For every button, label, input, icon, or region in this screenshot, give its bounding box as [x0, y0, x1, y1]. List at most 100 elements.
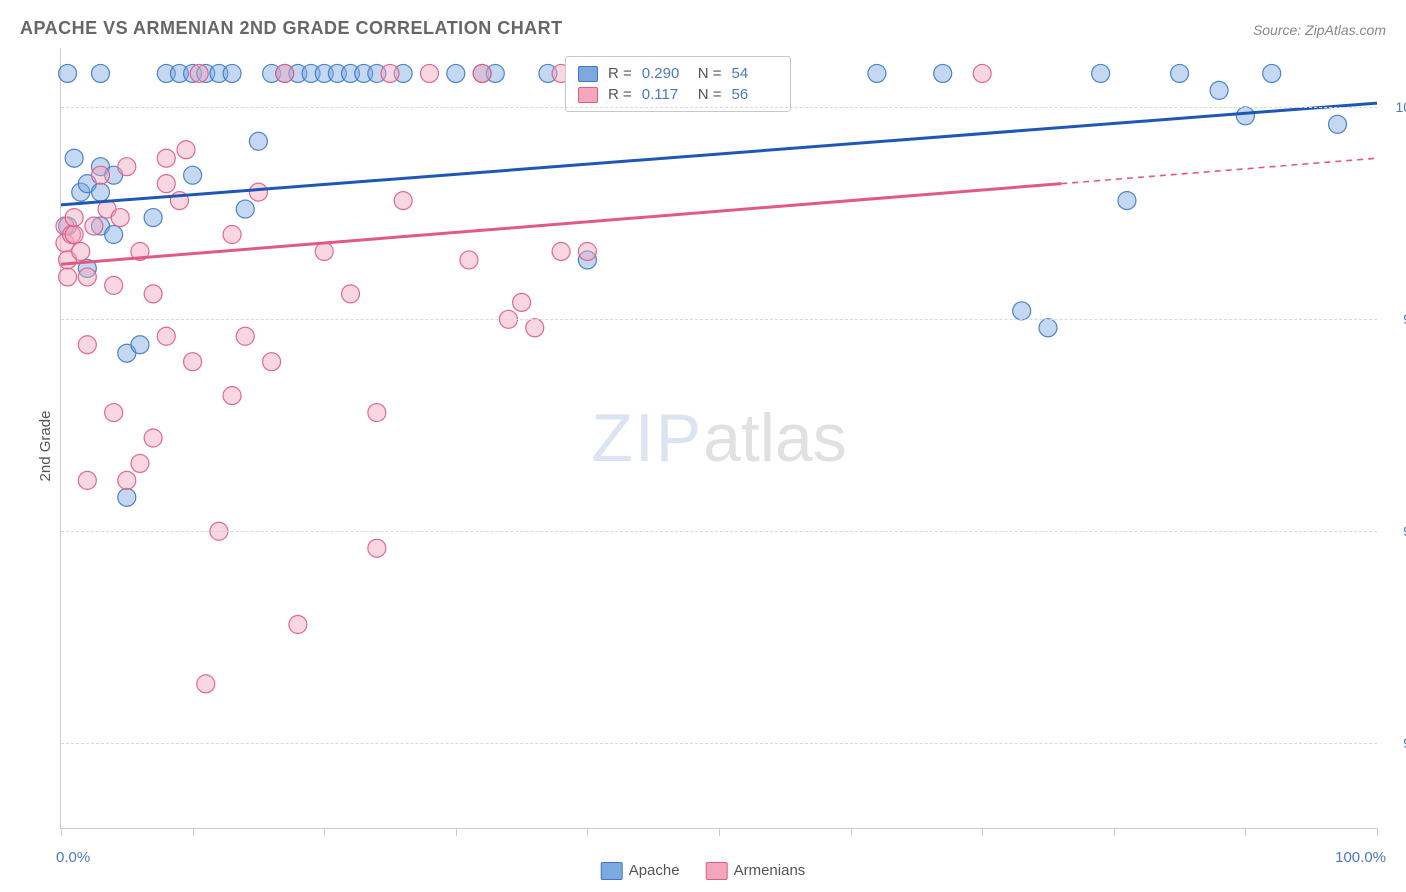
- scatter-point: [105, 226, 123, 244]
- y-tick-label: 95.0%: [1383, 523, 1406, 539]
- legend-row: R =0.290N =54: [578, 63, 778, 84]
- stats-legend: R = 0.290 N = 54 R = 0.117 N = 56: [565, 56, 791, 112]
- scatter-point: [111, 209, 129, 227]
- scatter-point: [118, 158, 136, 176]
- x-tick: [193, 828, 194, 836]
- x-tick: [324, 828, 325, 836]
- legend-r-value: 0.290: [642, 65, 688, 82]
- y-tick-label: 97.5%: [1383, 311, 1406, 327]
- series-legend-label: Apache: [629, 862, 680, 879]
- trend-line: [61, 103, 1377, 205]
- x-tick: [719, 828, 720, 836]
- scatter-point: [78, 268, 96, 286]
- scatter-point: [118, 471, 136, 489]
- scatter-point: [91, 183, 109, 201]
- scatter-point: [1092, 64, 1110, 82]
- scatter-point: [144, 429, 162, 447]
- scatter-point: [368, 539, 386, 557]
- scatter-point: [578, 242, 596, 260]
- scatter-point: [934, 64, 952, 82]
- x-axis-max-label: 100.0%: [1335, 849, 1386, 866]
- scatter-point: [460, 251, 478, 269]
- scatter-point: [78, 336, 96, 354]
- scatter-point: [59, 64, 77, 82]
- scatter-point: [381, 64, 399, 82]
- scatter-point: [420, 64, 438, 82]
- series-legend-item: Apache: [601, 862, 680, 880]
- scatter-point: [91, 64, 109, 82]
- x-tick: [982, 828, 983, 836]
- x-tick: [456, 828, 457, 836]
- legend-swatch: [578, 87, 598, 103]
- trend-line-dashed: [1061, 158, 1377, 183]
- scatter-point: [973, 64, 991, 82]
- legend-n-label: N =: [698, 86, 722, 103]
- scatter-point: [157, 149, 175, 167]
- scatter-point: [190, 64, 208, 82]
- legend-row: R = 0.117 N = 56: [578, 84, 778, 105]
- scatter-point: [1263, 64, 1281, 82]
- plot-area: ZIPatlas R =0.290N =54R =0.117N =56 92.5…: [60, 48, 1377, 829]
- legend-n-value: 54: [732, 65, 778, 82]
- scatter-point: [368, 404, 386, 422]
- scatter-point: [1171, 64, 1189, 82]
- scatter-point: [263, 353, 281, 371]
- legend-r-value: 0.117: [642, 86, 688, 103]
- chart-container: APACHE VS ARMENIAN 2ND GRADE CORRELATION…: [0, 0, 1406, 892]
- series-legend-label: Armenians: [734, 862, 806, 879]
- legend-n-value: 56: [732, 86, 778, 103]
- scatter-point: [65, 226, 83, 244]
- scatter-point: [85, 217, 103, 235]
- scatter-point: [526, 319, 544, 337]
- x-tick: [1245, 828, 1246, 836]
- scatter-point: [249, 132, 267, 150]
- scatter-point: [236, 327, 254, 345]
- x-tick: [1377, 828, 1378, 836]
- scatter-point: [236, 200, 254, 218]
- source-attribution: Source: ZipAtlas.com: [1253, 22, 1386, 38]
- plot-svg: [61, 48, 1377, 828]
- scatter-point: [118, 488, 136, 506]
- scatter-point: [868, 64, 886, 82]
- scatter-point: [144, 209, 162, 227]
- scatter-point: [1039, 319, 1057, 337]
- gridline: [61, 743, 1377, 744]
- scatter-point: [223, 387, 241, 405]
- gridline: [61, 107, 1377, 108]
- x-tick: [587, 828, 588, 836]
- legend-swatch: [601, 862, 623, 880]
- scatter-point: [131, 454, 149, 472]
- scatter-point: [131, 336, 149, 354]
- scatter-point: [473, 64, 491, 82]
- y-axis-label: 2nd Grade: [37, 411, 54, 482]
- scatter-point: [249, 183, 267, 201]
- y-tick-label: 100.0%: [1383, 99, 1406, 115]
- scatter-point: [91, 166, 109, 184]
- gridline: [61, 319, 1377, 320]
- scatter-point: [65, 209, 83, 227]
- scatter-point: [1118, 192, 1136, 210]
- series-legend-item: Armenians: [706, 862, 806, 880]
- legend-n-label: N =: [698, 65, 722, 82]
- scatter-point: [78, 471, 96, 489]
- y-tick-label: 92.5%: [1383, 735, 1406, 751]
- scatter-point: [447, 64, 465, 82]
- legend-r-label: R =: [608, 86, 632, 103]
- scatter-point: [177, 141, 195, 159]
- scatter-point: [513, 293, 531, 311]
- scatter-point: [223, 64, 241, 82]
- legend-swatch: [578, 66, 598, 82]
- scatter-point: [59, 268, 77, 286]
- scatter-point: [1013, 302, 1031, 320]
- scatter-point: [1236, 107, 1254, 125]
- legend-swatch: [706, 862, 728, 880]
- scatter-point: [276, 64, 294, 82]
- gridline: [61, 531, 1377, 532]
- scatter-point: [184, 353, 202, 371]
- chart-title: APACHE VS ARMENIAN 2ND GRADE CORRELATION…: [20, 18, 563, 39]
- scatter-point: [144, 285, 162, 303]
- scatter-point: [315, 242, 333, 260]
- x-tick: [61, 828, 62, 836]
- scatter-point: [157, 327, 175, 345]
- x-axis-min-label: 0.0%: [56, 849, 90, 866]
